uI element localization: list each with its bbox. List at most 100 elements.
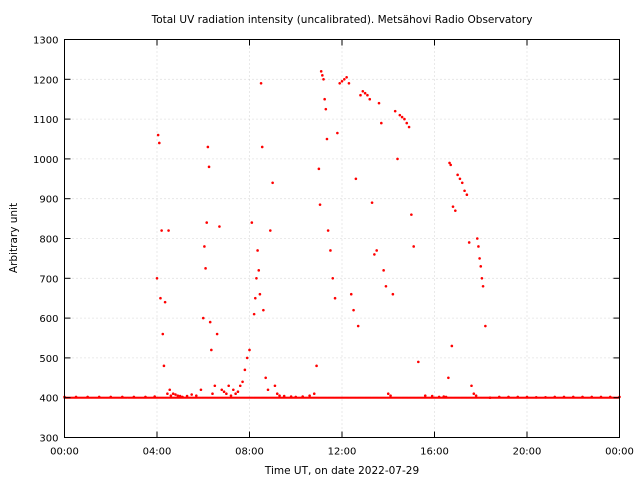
data-point [608, 395, 612, 399]
data-point [132, 395, 136, 399]
data-point [359, 93, 362, 97]
data-point [250, 221, 254, 224]
data-point [484, 324, 487, 328]
data-point [423, 394, 427, 398]
data-point [262, 308, 265, 312]
data-point [121, 395, 124, 399]
data-point [322, 78, 325, 81]
data-point [257, 269, 261, 272]
y-tick-label: 1300 [33, 36, 58, 47]
data-point [97, 395, 101, 399]
data-point [380, 121, 383, 125]
data-point [278, 394, 281, 398]
data-point [208, 320, 212, 324]
data-point [248, 348, 251, 352]
y-tick-label: 1100 [33, 115, 58, 126]
y-tick-label: 900 [39, 195, 58, 206]
x-tick-label: 00:00 [605, 447, 634, 458]
x-tick-label: 08:00 [235, 447, 264, 458]
data-point [333, 296, 337, 300]
data-point [391, 292, 395, 296]
data-point [571, 395, 575, 399]
data-point [174, 393, 177, 396]
data-point [384, 284, 388, 288]
data-point [215, 332, 219, 336]
data-point [480, 277, 484, 280]
points-layer [63, 70, 621, 400]
data-point [171, 392, 175, 396]
data-point [352, 308, 355, 312]
data-point [417, 360, 420, 364]
data-point [166, 392, 169, 396]
data-point [266, 388, 270, 392]
data-point [478, 257, 481, 260]
data-point [324, 107, 328, 111]
y-tick-label: 700 [39, 274, 58, 285]
data-point [347, 81, 351, 85]
data-point [448, 161, 451, 165]
data-point [454, 209, 457, 212]
data-point [227, 384, 230, 388]
data-point [238, 384, 242, 388]
data-point [405, 121, 409, 125]
data-point [195, 394, 198, 398]
data-point [325, 137, 329, 141]
data-point [465, 193, 469, 197]
data-point [269, 229, 272, 232]
data-point [488, 396, 492, 400]
data-point [222, 390, 226, 394]
data-point [153, 395, 156, 398]
data-point [315, 364, 318, 368]
y-tick-label: 1000 [33, 155, 58, 166]
data-point [497, 395, 501, 399]
data-point [321, 74, 324, 77]
data-point [229, 394, 233, 398]
data-point [282, 394, 286, 398]
data-point [553, 395, 557, 399]
data-point [336, 131, 339, 135]
data-point [477, 245, 480, 248]
data-point [236, 390, 240, 394]
data-point [449, 163, 452, 167]
y-tick-label: 800 [39, 235, 58, 246]
data-point [349, 292, 353, 296]
data-point [345, 76, 348, 79]
data-point [271, 181, 274, 185]
data-point [243, 368, 247, 372]
data-point [354, 177, 358, 181]
data-point [581, 395, 584, 399]
data-point [451, 205, 455, 208]
x-tick-label: 12:00 [328, 447, 357, 458]
data-point [398, 113, 402, 117]
x-tick-label: 20:00 [513, 447, 542, 458]
data-point [201, 316, 205, 320]
data-point [456, 173, 459, 177]
data-point [169, 394, 173, 398]
data-point [340, 79, 344, 83]
data-point [361, 89, 365, 93]
data-point [213, 384, 217, 388]
data-point [185, 394, 189, 398]
data-point [167, 229, 170, 232]
data-point [475, 237, 479, 240]
data-point [176, 394, 180, 398]
x-axis-label: Time UT, on date 2022-07-29 [264, 465, 419, 477]
data-point [252, 312, 256, 316]
data-point [386, 392, 390, 396]
data-point [343, 78, 346, 81]
data-point [245, 356, 249, 360]
data-point [410, 213, 413, 216]
data-point [450, 344, 454, 348]
data-point [599, 395, 603, 399]
data-point [289, 395, 293, 398]
data-point [181, 395, 184, 399]
data-point [168, 388, 172, 392]
data-point [366, 93, 369, 97]
data-point [156, 133, 160, 137]
data-point [159, 296, 162, 300]
data-point [393, 109, 397, 113]
data-point [294, 395, 298, 399]
data-point [338, 81, 341, 85]
data-point [204, 267, 207, 270]
